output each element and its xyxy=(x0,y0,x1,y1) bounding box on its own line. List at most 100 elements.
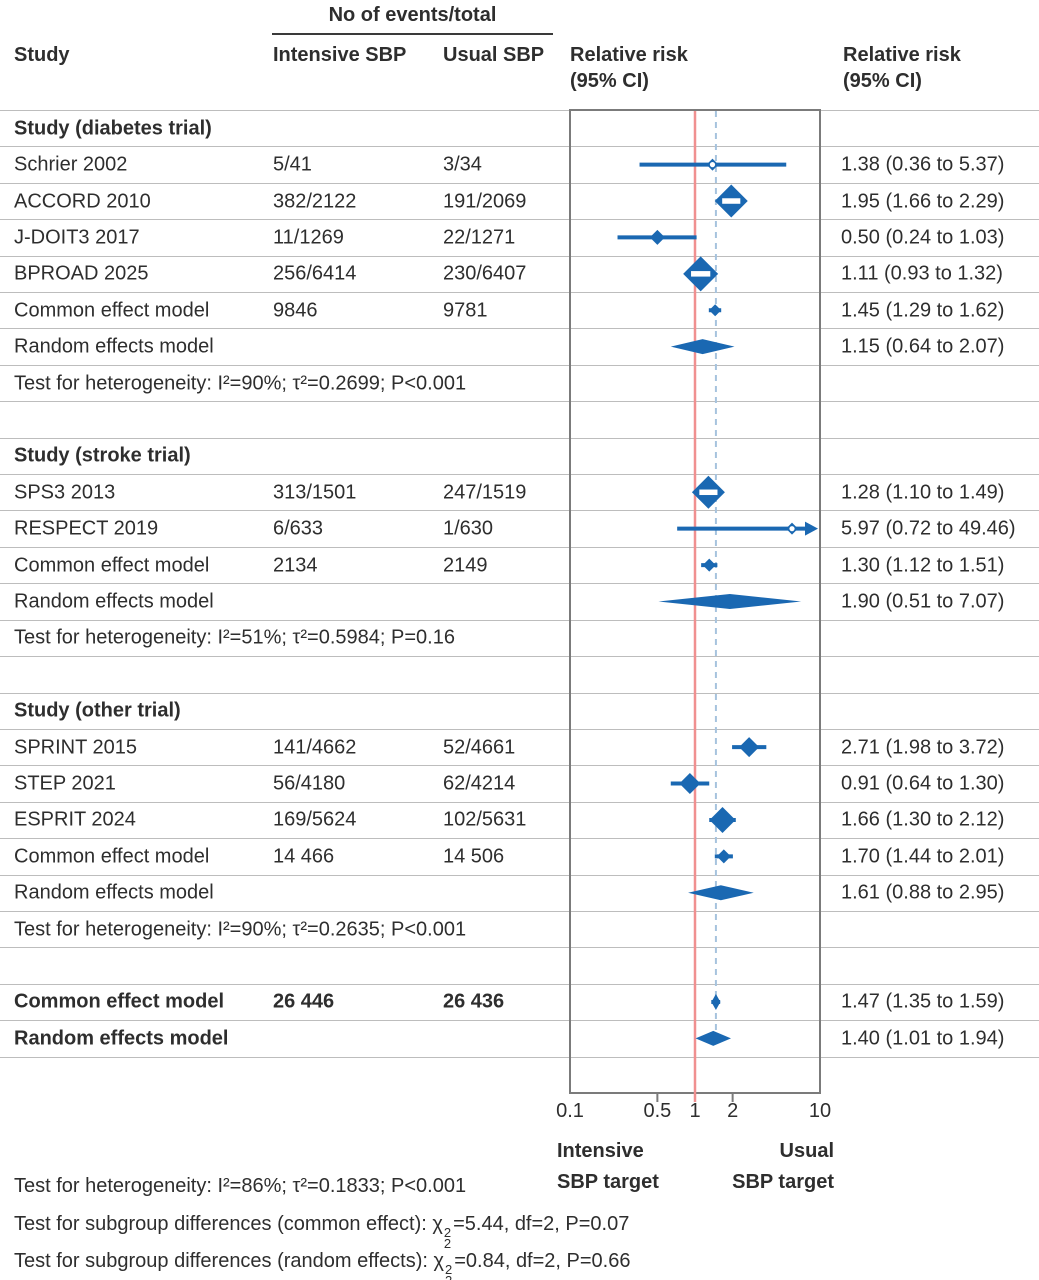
study-label: Study (other trial) xyxy=(14,699,181,722)
study-row: Common effect model 2134 2149 1.30 (1.12 to… xyxy=(0,548,1039,585)
effect-diamond xyxy=(709,806,736,833)
study-row: BPROAD 2025 256/6414 230/6407 1.11 (0.93 to… xyxy=(0,257,1039,294)
usual-target-label: Usual SBP target xyxy=(698,1136,834,1198)
rr-value: 2.71 (1.98 to 3.72) xyxy=(841,736,1005,759)
study-row: ESPRIT 2024 169/5624 102/5631 1.66 (1.30 to… xyxy=(0,803,1039,840)
events-usual: 191/2069 xyxy=(443,190,527,213)
events-intensive: 169/5624 xyxy=(273,808,357,831)
rr-value: 1.40 (1.01 to 1.94) xyxy=(841,1027,1005,1050)
rr-value: 1.95 (1.66 to 2.29) xyxy=(841,190,1005,213)
rr-value: 1.66 (1.30 to 2.12) xyxy=(841,808,1005,831)
rr-value-column-header: Relative risk (95% CI) xyxy=(843,42,961,94)
events-usual: 1/630 xyxy=(443,517,494,540)
study-row: SPS3 2013 313/1501 247/1519 1.28 (1.10 to 1… xyxy=(0,475,1039,512)
events-total-header: No of events/total xyxy=(272,2,553,35)
study-label: Random effects model xyxy=(14,335,214,358)
events-usual: 102/5631 xyxy=(443,808,527,831)
intensive-column-header: Intensive SBP xyxy=(273,44,407,66)
rr-value: 1.45 (1.29 to 1.62) xyxy=(841,299,1005,322)
events-intensive: 56/4180 xyxy=(273,772,346,795)
summary-diamond xyxy=(695,1030,731,1046)
events-intensive: 14 466 xyxy=(273,845,335,868)
rr-plot-header-line2: (95% CI) xyxy=(570,70,649,92)
intensive-target-line1: Intensive xyxy=(557,1140,644,1162)
events-intensive: 26 446 xyxy=(273,990,335,1013)
rr-value: 1.30 (1.12 to 1.51) xyxy=(841,554,1005,577)
study-row: ACCORD 2010 382/2122 191/2069 1.95 (1.66 to… xyxy=(0,184,1039,221)
usual-target-line1: Usual xyxy=(779,1140,834,1162)
study-row: Schrier 2002 5/41 3/34 1.38 (0.36 to 5.37) xyxy=(0,147,1039,184)
rr-value: 1.11 (0.93 to 1.32) xyxy=(841,262,1003,285)
note-row: Test for heterogeneity: I²=90%; τ²=0.263… xyxy=(0,912,1039,949)
study-row: RESPECT 2019 6/633 1/630 5.97 (0.72 to 49.4… xyxy=(0,511,1039,548)
events-intensive: 11/1269 xyxy=(273,226,344,249)
rr-plot-column-header: Relative risk (95% CI) xyxy=(570,42,688,94)
footnote-line: Test for subgroup differences (random ef… xyxy=(14,1250,631,1280)
events-intensive: 313/1501 xyxy=(273,481,357,504)
study-row: SPRINT 2015 141/4662 52/4661 2.71 (1.98 to … xyxy=(0,730,1039,767)
study-label: Random effects model xyxy=(14,1027,229,1050)
rr-value: 1.15 (0.64 to 2.07) xyxy=(841,335,1005,358)
x-axis-tick-label: 0.5 xyxy=(643,1100,672,1122)
rr-value: 0.50 (0.24 to 1.03) xyxy=(841,226,1005,249)
group-header-row: Study (stroke trial) xyxy=(0,439,1039,476)
events-intensive: 256/6414 xyxy=(273,262,357,285)
events-intensive: 5/41 xyxy=(273,153,312,176)
x-axis-tick-label: 2 xyxy=(727,1100,739,1122)
events-usual: 62/4214 xyxy=(443,772,516,795)
study-row: Common effect model 9846 9781 1.45 (1.29 to… xyxy=(0,293,1039,330)
forest-table: Study (diabetes trial) Schrier 2002 5/41 3/… xyxy=(0,110,1039,1094)
study-column-header: Study xyxy=(14,44,70,66)
study-label: Common effect model xyxy=(14,299,210,322)
summary-row: Random effects model 1.15 (0.64 to 2.07) xyxy=(0,329,1039,366)
study-label: Test for heterogeneity: I²=90%; τ²=0.269… xyxy=(14,372,467,395)
x-axis-tick-label: 10 xyxy=(808,1100,832,1122)
study-label: Random effects model xyxy=(14,590,214,613)
summary-diamond xyxy=(658,594,802,609)
intensive-target-line2: SBP target xyxy=(557,1171,659,1193)
rr-value: 1.61 (0.88 to 2.95) xyxy=(841,881,1005,904)
note-row: Test for heterogeneity: I²=90%; τ²=0.269… xyxy=(0,366,1039,403)
x-axis-tick-label: 0.1 xyxy=(556,1100,584,1122)
study-label: STEP 2021 xyxy=(14,772,116,795)
diamond-bar xyxy=(699,489,718,496)
rr-value: 1.28 (1.10 to 1.49) xyxy=(841,481,1005,504)
events-intensive: 2134 xyxy=(273,554,318,577)
study-label: Common effect model xyxy=(14,845,210,868)
events-intensive: 6/633 xyxy=(273,517,324,540)
events-usual: 230/6407 xyxy=(443,262,527,285)
study-label: Test for heterogeneity: I²=90%; τ²=0.263… xyxy=(14,918,467,941)
events-usual: 3/34 xyxy=(443,153,482,176)
study-label: RESPECT 2019 xyxy=(14,517,159,540)
effect-diamond xyxy=(702,558,716,572)
rr-value: 0.91 (0.64 to 1.30) xyxy=(841,772,1005,795)
study-label: ACCORD 2010 xyxy=(14,190,151,213)
effect-diamond xyxy=(739,737,760,758)
events-usual: 9781 xyxy=(443,299,488,322)
x-axis-tick-label: 1 xyxy=(689,1100,701,1122)
footnote-line: Test for subgroup differences (common ef… xyxy=(14,1212,630,1251)
intensive-target-label: Intensive SBP target xyxy=(557,1136,659,1198)
blank-row xyxy=(0,948,1039,985)
study-label: Common effect model xyxy=(14,990,225,1013)
rr-value: 1.90 (0.51 to 7.07) xyxy=(841,590,1005,613)
summary-row: Random effects model 1.40 (1.01 to 1.94) xyxy=(0,1021,1039,1058)
study-label: BPROAD 2025 xyxy=(14,262,149,285)
events-intensive: 141/4662 xyxy=(273,736,357,759)
rr-value: 1.38 (0.36 to 5.37) xyxy=(841,153,1005,176)
rr-value: 5.97 (0.72 to 49.46) xyxy=(841,517,1016,540)
rr-plot-header-line1: Relative risk xyxy=(570,44,688,66)
summary-row: Random effects model 1.61 (0.88 to 2.95) xyxy=(0,876,1039,912)
study-label: SPRINT 2015 xyxy=(14,736,138,759)
study-label: Common effect model xyxy=(14,554,210,577)
usual-column-header: Usual SBP xyxy=(443,44,545,66)
blank-row xyxy=(0,657,1039,694)
forest-plot-svg xyxy=(569,109,821,1102)
rr-value: 1.47 (1.35 to 1.59) xyxy=(841,990,1005,1013)
diamond-center-dot xyxy=(789,526,795,532)
effect-diamond xyxy=(679,773,701,795)
events-usual: 247/1519 xyxy=(443,481,527,504)
diamond-bar xyxy=(722,198,741,204)
study-label: ESPRIT 2024 xyxy=(14,808,136,831)
